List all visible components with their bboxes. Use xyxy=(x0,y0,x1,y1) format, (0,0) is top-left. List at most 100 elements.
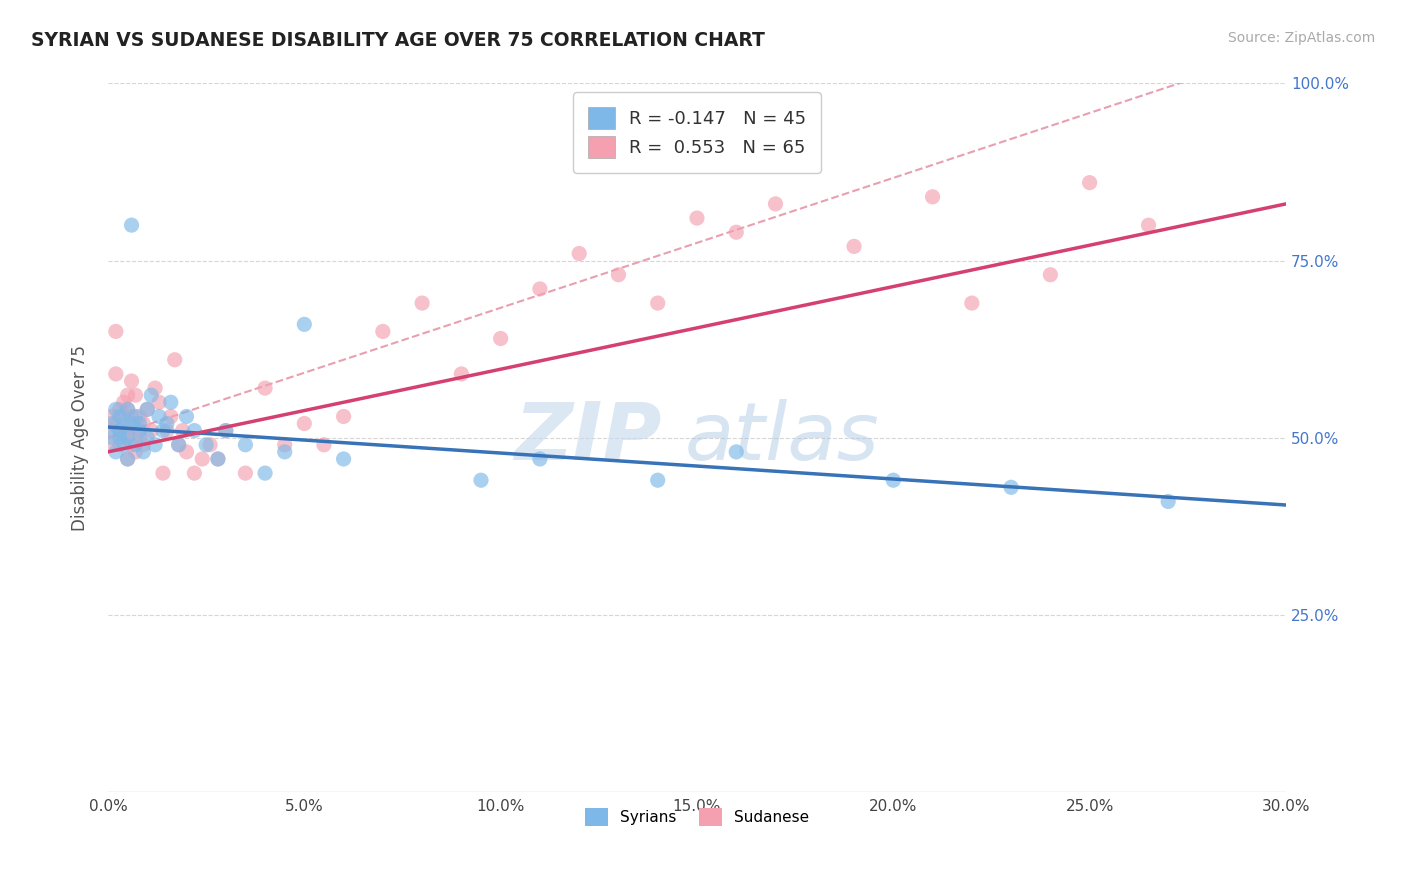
Point xyxy=(765,197,787,211)
Point xyxy=(167,438,190,452)
Point xyxy=(725,225,748,239)
Point xyxy=(117,452,139,467)
Point xyxy=(132,445,155,459)
Point xyxy=(117,424,139,438)
Point xyxy=(121,438,143,452)
Point xyxy=(411,296,433,310)
Point xyxy=(332,452,354,467)
Point xyxy=(141,388,163,402)
Point xyxy=(128,424,150,438)
Point xyxy=(1078,176,1101,190)
Point xyxy=(121,218,143,232)
Point xyxy=(156,424,179,438)
Point xyxy=(292,417,315,431)
Point xyxy=(101,438,124,452)
Point xyxy=(215,424,238,438)
Point xyxy=(198,438,221,452)
Point xyxy=(1000,480,1022,494)
Point xyxy=(136,431,159,445)
Point xyxy=(529,452,551,467)
Point xyxy=(332,409,354,424)
Point xyxy=(235,438,257,452)
Point xyxy=(132,438,155,452)
Point xyxy=(450,367,472,381)
Point xyxy=(121,417,143,431)
Point xyxy=(104,367,127,381)
Legend: Syrians, Sudanese: Syrians, Sudanese xyxy=(576,800,817,834)
Point xyxy=(104,325,127,339)
Point xyxy=(104,417,127,431)
Point xyxy=(273,445,295,459)
Point xyxy=(215,424,238,438)
Point xyxy=(112,417,135,431)
Point xyxy=(156,417,179,431)
Point xyxy=(1137,218,1160,232)
Point xyxy=(167,438,190,452)
Point xyxy=(117,402,139,417)
Point xyxy=(104,402,127,417)
Point xyxy=(101,417,124,431)
Point xyxy=(647,473,669,487)
Point xyxy=(148,409,170,424)
Point xyxy=(124,445,146,459)
Point xyxy=(132,417,155,431)
Text: SYRIAN VS SUDANESE DISABILITY AGE OVER 75 CORRELATION CHART: SYRIAN VS SUDANESE DISABILITY AGE OVER 7… xyxy=(31,31,765,50)
Point xyxy=(842,239,865,253)
Point xyxy=(101,409,124,424)
Point xyxy=(195,438,218,452)
Point xyxy=(148,395,170,409)
Y-axis label: Disability Age Over 75: Disability Age Over 75 xyxy=(72,344,89,531)
Point xyxy=(128,409,150,424)
Point xyxy=(117,388,139,402)
Point xyxy=(136,402,159,417)
Point xyxy=(254,381,277,395)
Point xyxy=(108,431,131,445)
Point xyxy=(183,466,205,480)
Point xyxy=(108,409,131,424)
Point xyxy=(124,438,146,452)
Point xyxy=(104,445,127,459)
Point xyxy=(152,424,174,438)
Point xyxy=(152,466,174,480)
Point xyxy=(121,409,143,424)
Point xyxy=(112,409,135,424)
Point xyxy=(882,473,904,487)
Point xyxy=(1039,268,1062,282)
Point xyxy=(960,296,983,310)
Text: ZIP: ZIP xyxy=(515,399,662,476)
Point xyxy=(163,352,186,367)
Text: atlas: atlas xyxy=(685,399,880,476)
Point xyxy=(489,331,512,345)
Point xyxy=(1157,494,1180,508)
Point xyxy=(371,325,394,339)
Point xyxy=(647,296,669,310)
Point xyxy=(128,417,150,431)
Point xyxy=(124,388,146,402)
Point xyxy=(921,190,943,204)
Point xyxy=(686,211,709,225)
Point xyxy=(121,374,143,388)
Point xyxy=(141,424,163,438)
Point xyxy=(529,282,551,296)
Point xyxy=(112,395,135,409)
Point xyxy=(124,409,146,424)
Point xyxy=(207,452,229,467)
Point xyxy=(159,395,181,409)
Point xyxy=(191,452,214,467)
Point xyxy=(117,402,139,417)
Point xyxy=(112,431,135,445)
Point xyxy=(112,438,135,452)
Point xyxy=(143,381,166,395)
Point xyxy=(176,445,198,459)
Point xyxy=(273,438,295,452)
Text: Source: ZipAtlas.com: Source: ZipAtlas.com xyxy=(1227,31,1375,45)
Point xyxy=(101,431,124,445)
Point xyxy=(172,424,194,438)
Point xyxy=(312,438,335,452)
Point xyxy=(108,424,131,438)
Point xyxy=(292,318,315,332)
Point xyxy=(117,452,139,467)
Point xyxy=(143,438,166,452)
Point xyxy=(124,424,146,438)
Point xyxy=(108,424,131,438)
